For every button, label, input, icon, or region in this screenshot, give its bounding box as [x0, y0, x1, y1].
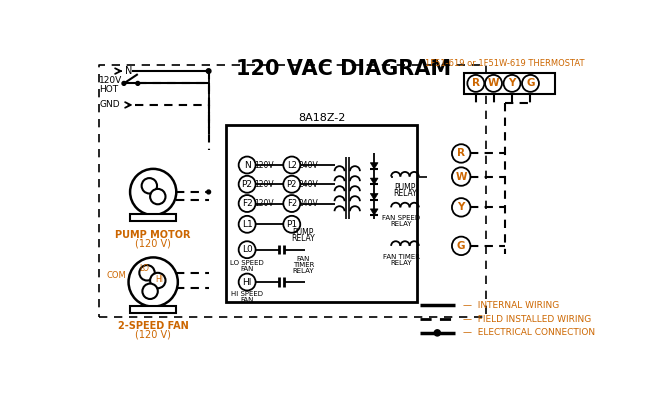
- Text: L2: L2: [287, 160, 297, 170]
- Circle shape: [206, 69, 211, 73]
- Circle shape: [452, 144, 470, 163]
- Text: —  INTERNAL WIRING: — INTERNAL WIRING: [463, 301, 559, 310]
- Text: N: N: [244, 160, 251, 170]
- Circle shape: [452, 167, 470, 186]
- Circle shape: [150, 273, 165, 288]
- Text: Y: Y: [509, 78, 516, 88]
- Text: W: W: [488, 78, 499, 88]
- Text: RELAY: RELAY: [393, 189, 417, 198]
- Text: PUMP: PUMP: [394, 183, 415, 192]
- Text: TIMER: TIMER: [293, 262, 314, 268]
- Text: G: G: [526, 78, 535, 88]
- Text: 2-SPEED FAN: 2-SPEED FAN: [118, 321, 188, 331]
- Text: HI: HI: [155, 275, 163, 284]
- Polygon shape: [371, 209, 378, 215]
- Circle shape: [239, 157, 255, 173]
- Circle shape: [239, 216, 255, 233]
- Text: RELAY: RELAY: [293, 268, 314, 274]
- Text: F2: F2: [287, 199, 297, 208]
- Text: 240V: 240V: [299, 160, 319, 170]
- Text: P2: P2: [242, 180, 253, 189]
- Text: 1F51-619 or 1F51W-619 THERMOSTAT: 1F51-619 or 1F51W-619 THERMOSTAT: [425, 59, 585, 68]
- Circle shape: [141, 178, 157, 194]
- Circle shape: [239, 241, 255, 258]
- Text: PUMP MOTOR: PUMP MOTOR: [115, 230, 191, 240]
- Circle shape: [239, 195, 255, 212]
- Circle shape: [504, 75, 521, 92]
- Text: FAN TIMER: FAN TIMER: [383, 253, 419, 260]
- Text: G: G: [457, 241, 466, 251]
- Circle shape: [485, 75, 502, 92]
- Text: PUMP: PUMP: [293, 228, 314, 236]
- Circle shape: [468, 75, 484, 92]
- Text: 120V: 120V: [99, 76, 123, 85]
- Text: F2: F2: [242, 199, 253, 208]
- Circle shape: [283, 216, 300, 233]
- Text: FAN: FAN: [241, 297, 254, 303]
- Bar: [226, 125, 417, 302]
- Text: P2: P2: [287, 180, 297, 189]
- Text: GND: GND: [99, 101, 120, 109]
- Text: RELAY: RELAY: [291, 234, 315, 243]
- Polygon shape: [371, 163, 378, 169]
- Text: R: R: [457, 148, 465, 158]
- Text: RELAY: RELAY: [391, 260, 412, 266]
- Text: Y: Y: [458, 202, 465, 212]
- Text: L1: L1: [242, 220, 253, 229]
- Text: (120 V): (120 V): [135, 329, 171, 339]
- Text: W: W: [456, 171, 467, 181]
- Circle shape: [283, 157, 300, 173]
- Text: LO SPEED: LO SPEED: [230, 260, 264, 266]
- Bar: [464, 72, 555, 94]
- Circle shape: [522, 75, 539, 92]
- Text: 120V: 120V: [254, 160, 274, 170]
- Circle shape: [452, 198, 470, 217]
- Text: 120V: 120V: [254, 180, 274, 189]
- Polygon shape: [371, 178, 378, 184]
- Text: LO: LO: [139, 264, 149, 274]
- Text: R: R: [472, 78, 480, 88]
- Circle shape: [283, 176, 300, 193]
- Circle shape: [143, 284, 158, 299]
- Text: HOT: HOT: [99, 85, 119, 94]
- Polygon shape: [371, 194, 378, 200]
- Circle shape: [283, 195, 300, 212]
- Circle shape: [452, 237, 470, 255]
- Text: P1: P1: [286, 220, 297, 229]
- Text: FAN: FAN: [297, 256, 310, 262]
- Text: —  FIELD INSTALLED WIRING: — FIELD INSTALLED WIRING: [463, 315, 591, 323]
- Text: FAN SPEED: FAN SPEED: [382, 215, 420, 221]
- Circle shape: [130, 169, 176, 215]
- Text: 240V: 240V: [299, 199, 319, 208]
- Text: 8A18Z-2: 8A18Z-2: [298, 113, 346, 123]
- Text: RELAY: RELAY: [391, 221, 412, 227]
- Circle shape: [239, 274, 255, 290]
- Text: 120V: 120V: [254, 199, 274, 208]
- Bar: [130, 214, 176, 221]
- Text: (120 V): (120 V): [135, 238, 171, 248]
- Circle shape: [122, 81, 126, 85]
- Text: HI SPEED: HI SPEED: [231, 291, 263, 297]
- Text: L0: L0: [242, 245, 253, 254]
- Text: N: N: [125, 66, 133, 76]
- Text: HI: HI: [243, 277, 252, 287]
- Circle shape: [239, 176, 255, 193]
- Text: —  ELECTRICAL CONNECTION: — ELECTRICAL CONNECTION: [463, 328, 595, 337]
- Circle shape: [139, 265, 155, 280]
- Circle shape: [136, 81, 140, 85]
- Text: COM: COM: [107, 272, 126, 280]
- Text: 240V: 240V: [299, 180, 319, 189]
- Circle shape: [434, 330, 440, 336]
- Circle shape: [207, 190, 210, 194]
- Text: FAN: FAN: [241, 266, 254, 272]
- Bar: [130, 306, 176, 313]
- Circle shape: [150, 189, 165, 204]
- Circle shape: [129, 257, 178, 307]
- Text: 120 VAC DIAGRAM: 120 VAC DIAGRAM: [236, 59, 451, 79]
